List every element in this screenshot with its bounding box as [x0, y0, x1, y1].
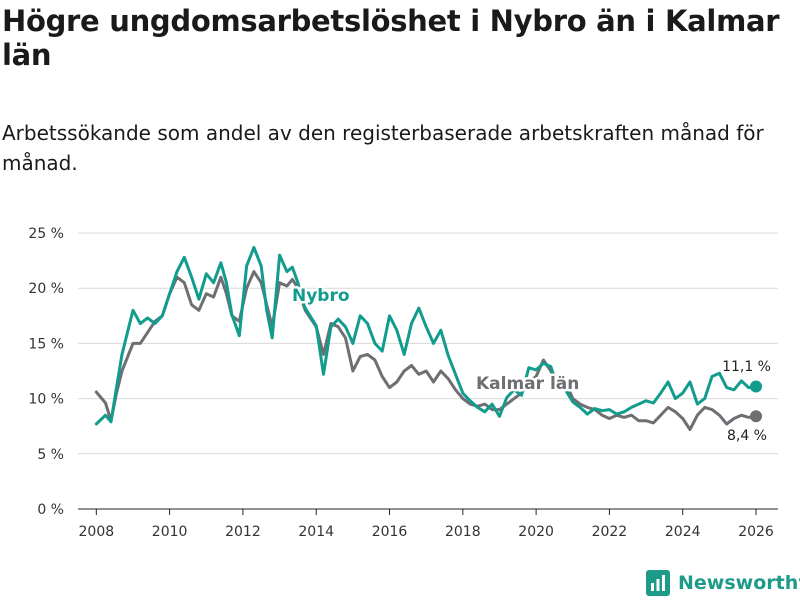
brand-name: Newsworthy — [678, 572, 800, 594]
x-tick-label: 2020 — [518, 524, 554, 540]
x-tick-label: 2018 — [445, 524, 481, 540]
x-tick-label: 2010 — [152, 524, 188, 540]
x-tick-labels: 2008 2010 2012 2014 2016 2018 2020 2022 2024 2026 — [79, 524, 774, 540]
y-tick-label: 20 % — [28, 281, 64, 297]
nybro-end-point — [750, 380, 763, 393]
y-tick-label: 15 % — [28, 336, 64, 352]
kalmar-line — [94, 270, 758, 431]
series-kalmar — [94, 270, 763, 431]
y-tick-label: 25 % — [28, 226, 64, 242]
nybro-end-value-label: 11,1 % — [722, 359, 771, 375]
x-tick-label: 2014 — [298, 524, 334, 540]
kalmar-end-point — [750, 410, 763, 423]
kalmar-end-value-label: 8,4 % — [727, 428, 767, 444]
x-tick-label: 2016 — [372, 524, 408, 540]
brand-logo: Newsworthy — [646, 570, 800, 596]
x-tick-label: 2008 — [79, 524, 115, 540]
chart-subtitle: Arbetssökande som andel av den registerb… — [2, 121, 764, 175]
kalmar-series-label: Kalmar län — [476, 374, 579, 394]
chart-title: Högre ungdomsarbetslöshet i Nybro än i K… — [2, 4, 780, 72]
y-tick-label: 10 % — [28, 392, 64, 408]
x-tick-label: 2022 — [592, 524, 628, 540]
x-axis — [78, 508, 778, 515]
y-tick-label: 5 % — [37, 447, 64, 463]
x-tick-label: 2024 — [665, 524, 701, 540]
y-tick-label: 0 % — [37, 502, 64, 518]
y-tick-labels: 0 % 5 % 10 % 15 % 20 % 25 % — [28, 226, 64, 518]
nybro-series-label: Nybro — [292, 286, 350, 306]
newsworthy-logo-icon — [646, 570, 670, 596]
y-grid — [78, 232, 778, 455]
x-tick-label: 2026 — [738, 524, 774, 540]
nybro-line — [94, 245, 758, 426]
series-nybro — [94, 245, 763, 426]
x-tick-label: 2012 — [225, 524, 261, 540]
